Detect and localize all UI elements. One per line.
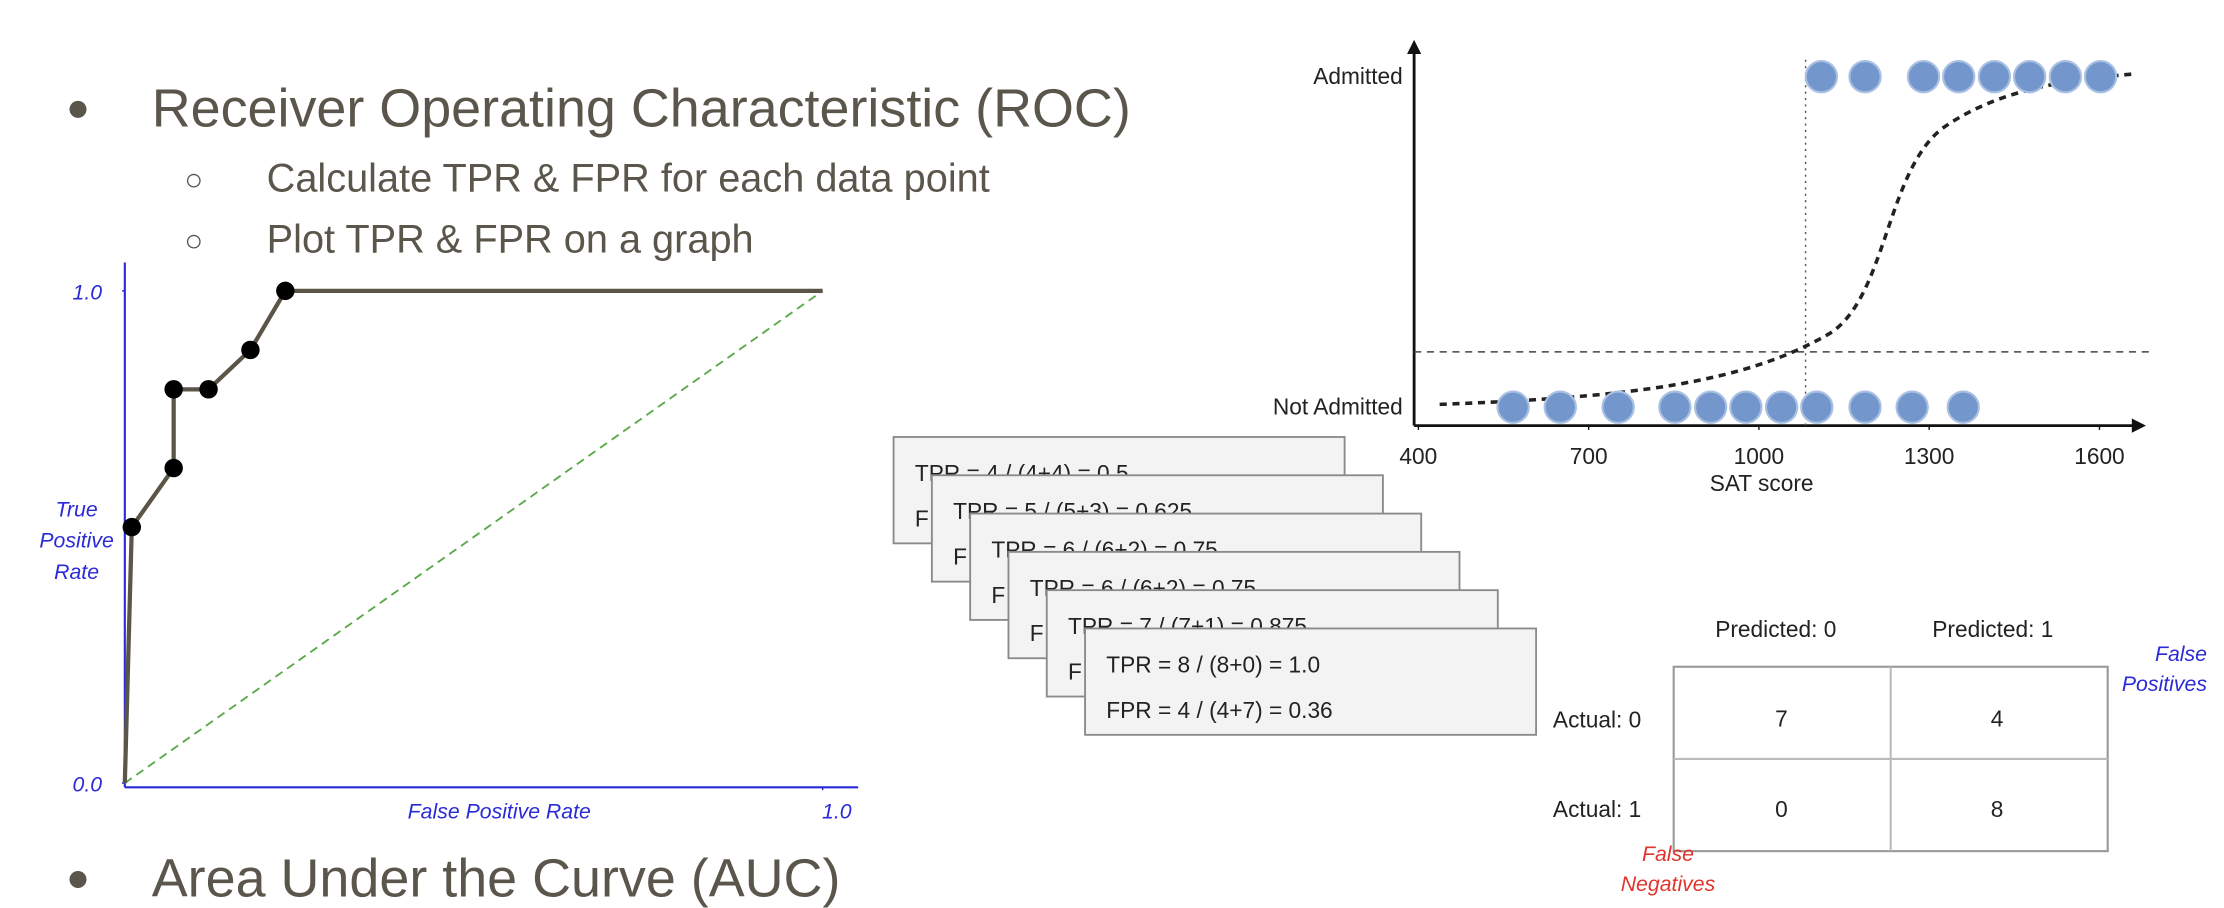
matrix-col-label: Predicted: 1: [1932, 616, 2053, 642]
logit-point: [1764, 390, 1799, 424]
roc-y-label: Rate: [54, 560, 99, 584]
arrow: [2131, 418, 2146, 433]
logit-point: [1977, 60, 2012, 94]
logit-point: [1895, 390, 1929, 424]
logit-point: [1942, 60, 1976, 94]
logit-point: [1543, 390, 1577, 424]
bullet-last: Area Under the Curve (AUC): [152, 849, 841, 908]
roc-y-tick-label: 1.0: [73, 280, 103, 304]
false-positives-note: False: [2155, 642, 2207, 666]
matrix-cell: 7: [1775, 705, 1788, 731]
logistic-plot: 400 700 1000 1300 1600 Not Admitted Admitted: [1273, 60, 2125, 469]
card-fpr: FPR = 4 / (4+7) = 0.36: [1106, 697, 1332, 723]
logit-point: [2048, 60, 2083, 94]
sub-bullet-marker: ○: [184, 223, 203, 258]
arrow: [1407, 39, 1422, 55]
matrix-cell: 8: [1991, 796, 2004, 822]
logit-point: [1804, 60, 1839, 94]
false-negatives-note: False: [1642, 842, 1694, 866]
card-stack: TPR = 4 / (4+4) = 0.5F TPR = 5 / (5+3) = …: [892, 436, 1538, 736]
false-positives-note: Positives: [2122, 672, 2207, 696]
matrix-cell: 0: [1775, 796, 1788, 822]
logit-point: [1946, 390, 1980, 424]
matrix-row-label: Actual: 0: [1553, 707, 1641, 733]
roc-x-tick-label: 1.0: [822, 800, 852, 824]
roc-plot: 0.0 1.0 1.0: [73, 280, 852, 823]
roc-curve: [122, 288, 823, 784]
sub-bullet-marker: ○: [184, 162, 203, 197]
card-fpr: F: [953, 544, 967, 570]
logit-x-label: SAT score: [1710, 470, 1814, 496]
bullet-main: Receiver Operating Characteristic (ROC): [152, 78, 1131, 138]
logit-point: [1848, 390, 1882, 424]
logit-point: [1658, 390, 1692, 424]
roc-y-tick-label: 0.0: [73, 773, 103, 797]
roc-point: [241, 340, 260, 360]
sigmoid: [1439, 72, 2135, 407]
logit-point: [1906, 60, 1941, 94]
logit-point: [1496, 390, 1530, 424]
logit-point: [1601, 390, 1635, 424]
logit-x-tick-label: 700: [1570, 443, 1608, 469]
card-fpr: F: [1068, 659, 1082, 685]
card-tpr: TPR = 8 / (8+0) = 1.0: [1106, 651, 1320, 677]
false-negatives-note: Negatives: [1621, 872, 1716, 896]
roc-point: [122, 517, 142, 537]
roc-point: [164, 380, 183, 399]
card-fpr: F: [991, 582, 1005, 608]
roc-diagonal: [124, 290, 824, 784]
logit-point: [1848, 60, 1882, 94]
roc-y-label: True: [56, 497, 98, 521]
card-fpr: F: [915, 505, 929, 531]
logit-y-category: Admitted: [1313, 63, 1403, 89]
roc-y-label: Positive: [39, 529, 114, 553]
logit-x-tick-label: 400: [1399, 443, 1437, 469]
logit-y-category: Not Admitted: [1273, 393, 1403, 419]
logit-point: [1729, 390, 1763, 424]
bullet-sub: Plot TPR & FPR on a graph: [267, 218, 754, 262]
bullet-sub: Calculate TPR & FPR for each data point: [267, 157, 990, 201]
logit-point: [1800, 390, 1834, 424]
card-fpr: F: [1030, 620, 1044, 646]
roc-point: [276, 281, 295, 301]
roc-point: [164, 458, 183, 478]
logit-point: [2083, 60, 2118, 94]
roc-point: [199, 380, 218, 399]
bullet-dot: [69, 100, 87, 118]
logit-point: [1694, 390, 1728, 424]
logit-x-tick-label: 1000: [1734, 443, 1784, 469]
logit-x-tick-label: 1300: [1904, 443, 1954, 469]
logit-point: [2012, 60, 2047, 94]
matrix-row-label: Actual: 1: [1553, 796, 1641, 822]
logit-x-tick-label: 1600: [2074, 443, 2124, 469]
bullet-dot: [69, 871, 87, 889]
matrix-col-label: Predicted: 0: [1715, 616, 1836, 642]
card: [1084, 627, 1538, 736]
matrix-cell: 4: [1991, 705, 2004, 731]
roc-x-label: False Positive Rate: [408, 800, 591, 824]
